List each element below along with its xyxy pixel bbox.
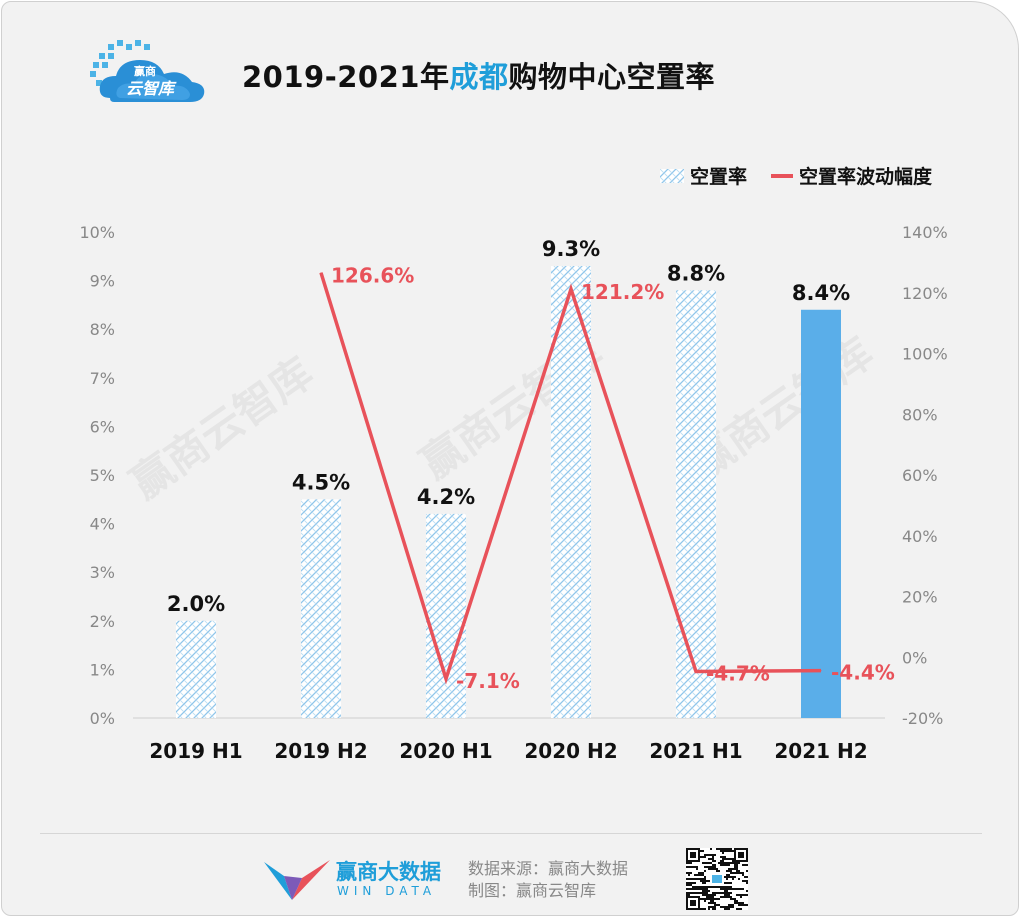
line-point bbox=[695, 671, 697, 673]
x-tick-label: 2021 H1 bbox=[649, 739, 742, 763]
legend-bar-label: 空置率 bbox=[690, 166, 748, 188]
x-tick-label: 2021 H2 bbox=[774, 739, 867, 763]
bar-label: 4.5% bbox=[292, 470, 350, 494]
y-axis-right: -20% 0% 20% 40% 60% 80% 100% 120% 140% bbox=[902, 223, 948, 728]
bar-label: 4.2% bbox=[417, 485, 475, 509]
y-left-tick: 6% bbox=[90, 417, 115, 436]
line-label: -7.1% bbox=[456, 669, 520, 693]
bar bbox=[801, 309, 841, 718]
credit-text: 制图：赢商云智库 bbox=[468, 881, 597, 900]
footer-brand-cn: 赢商大数据 bbox=[336, 860, 441, 884]
x-tick-label: 2020 H2 bbox=[524, 739, 617, 763]
legend-bar-swatch bbox=[660, 168, 684, 183]
y-left-tick: 3% bbox=[90, 563, 115, 582]
y-left-tick: 4% bbox=[90, 515, 115, 534]
x-axis-labels: 2019 H1 2019 H2 2020 H1 2020 H2 2021 H1 2021 … bbox=[149, 739, 867, 763]
legend: 空置率 空置率波动幅度 bbox=[660, 162, 932, 189]
source-text: 数据来源：赢商大数据 bbox=[468, 859, 629, 878]
y-left-tick: 2% bbox=[90, 612, 115, 631]
line-point bbox=[320, 272, 322, 274]
windata-logo bbox=[264, 860, 330, 900]
y-axis-left: 0% 1% 2% 3% 4% 5% 6% 7% 8% 9% 10% bbox=[79, 223, 115, 728]
y-right-tick: 140% bbox=[902, 223, 948, 242]
title-suffix: 购物中心空置率 bbox=[508, 60, 715, 94]
logo-text-top: 赢商 bbox=[134, 64, 156, 78]
footer-brand-en: WIN DATA bbox=[337, 884, 437, 898]
legend-line-swatch bbox=[771, 173, 794, 178]
line-label: 121.2% bbox=[581, 280, 664, 304]
line-data-labels: 126.6% -7.1% 121.2% -4.7% -4.4% bbox=[331, 264, 895, 693]
title-city: 成都 bbox=[449, 60, 509, 94]
bar-label: 9.3% bbox=[542, 237, 600, 261]
yingshang-cloud-logo: 赢商 云智库 bbox=[90, 40, 205, 102]
chart-title: 2019-2021年成都购物中心空置率 bbox=[242, 54, 715, 96]
bar bbox=[551, 266, 591, 718]
footer-source: 数据来源：赢商大数据 制图：赢商云智库 bbox=[468, 858, 628, 902]
bar-label: 8.4% bbox=[792, 281, 850, 305]
line-point bbox=[445, 678, 447, 680]
x-tick-label: 2019 H1 bbox=[149, 739, 242, 763]
y-right-tick: -20% bbox=[902, 709, 943, 728]
bar-data-labels: 2.0% 4.5% 4.2% 9.3% 8.8% 8.4% bbox=[167, 237, 850, 616]
line-series bbox=[319, 272, 822, 685]
x-tick-label: 2020 H1 bbox=[399, 739, 492, 763]
logo-text-bottom: 云智库 bbox=[126, 79, 177, 98]
bar-label: 8.8% bbox=[667, 261, 725, 285]
watermarks: 赢商云智库 赢商云智库 赢商云智库 bbox=[122, 328, 882, 509]
y-right-tick: 120% bbox=[902, 284, 948, 303]
y-left-tick: 7% bbox=[90, 369, 115, 388]
title-prefix: 2019-2021年 bbox=[242, 60, 450, 94]
legend-line-label: 空置率波动幅度 bbox=[799, 166, 933, 188]
y-left-tick: 0% bbox=[90, 709, 115, 728]
y-right-tick: 60% bbox=[902, 466, 938, 485]
y-right-tick: 0% bbox=[902, 648, 927, 667]
line-label: 126.6% bbox=[331, 264, 414, 288]
bar bbox=[301, 499, 341, 718]
y-left-tick: 8% bbox=[90, 320, 115, 339]
qr-code[interactable] bbox=[686, 848, 748, 910]
y-left-tick: 9% bbox=[90, 272, 115, 291]
line-point bbox=[570, 288, 572, 290]
y-right-tick: 100% bbox=[902, 345, 948, 364]
bar-label: 2.0% bbox=[167, 592, 225, 616]
bar bbox=[176, 620, 216, 718]
line-label: -4.7% bbox=[706, 662, 770, 686]
x-tick-label: 2019 H2 bbox=[274, 739, 367, 763]
y-right-tick: 20% bbox=[902, 588, 938, 607]
line-point bbox=[820, 670, 822, 672]
y-left-tick: 1% bbox=[90, 660, 115, 679]
y-right-tick: 80% bbox=[902, 405, 938, 424]
y-right-tick: 40% bbox=[902, 527, 938, 546]
line-label: -4.4% bbox=[831, 661, 895, 685]
footer-divider bbox=[40, 833, 982, 834]
bar bbox=[676, 290, 716, 718]
bar-series bbox=[176, 266, 841, 718]
y-left-tick: 10% bbox=[79, 223, 115, 242]
y-left-tick: 5% bbox=[90, 466, 115, 485]
